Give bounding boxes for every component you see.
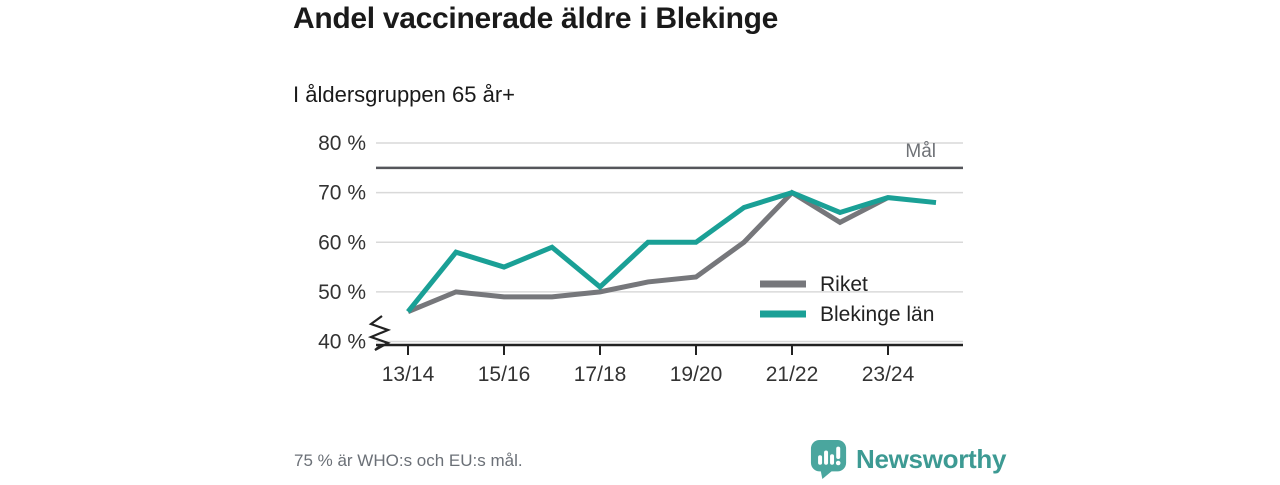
series-line-blekinge-l-n (406, 189, 937, 314)
newsworthy-logo: Newsworthy (810, 439, 1006, 479)
y-tick-label: 60 % (318, 231, 366, 254)
chart-subtitle: I åldersgruppen 65 år+ (293, 82, 515, 107)
y-tick-label: 80 % (318, 132, 366, 155)
y-axis-break-icon (367, 315, 392, 351)
x-tick-label: 19/20 (670, 363, 723, 386)
y-tick-label: 70 % (318, 182, 366, 205)
x-tick-label: 23/24 (862, 363, 915, 386)
y-tick-label: 40 % (318, 331, 366, 354)
x-tick-label: 15/16 (478, 363, 531, 386)
newsworthy-logo-icon (810, 440, 847, 479)
legend-label: Riket (820, 273, 868, 296)
chart-footnote: 75 % är WHO:s och EU:s mål. (294, 451, 523, 470)
x-tick-label: 17/18 (574, 363, 627, 386)
legend-label: Blekinge län (820, 303, 934, 326)
x-tick-label: 21/22 (766, 363, 819, 386)
goal-label: Mål (905, 141, 936, 162)
series-line-riket (407, 189, 890, 315)
y-tick-label: 50 % (318, 281, 366, 304)
newsworthy-wordmark: Newsworthy (856, 443, 1007, 474)
x-tick-label: 13/14 (382, 363, 435, 386)
page-title: Andel vaccinerade äldre i Blekinge (293, 2, 779, 35)
